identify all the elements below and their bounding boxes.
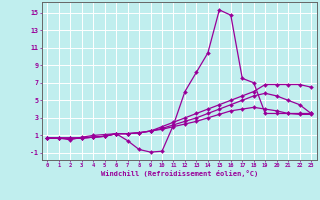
X-axis label: Windchill (Refroidissement éolien,°C): Windchill (Refroidissement éolien,°C) [100,170,258,177]
